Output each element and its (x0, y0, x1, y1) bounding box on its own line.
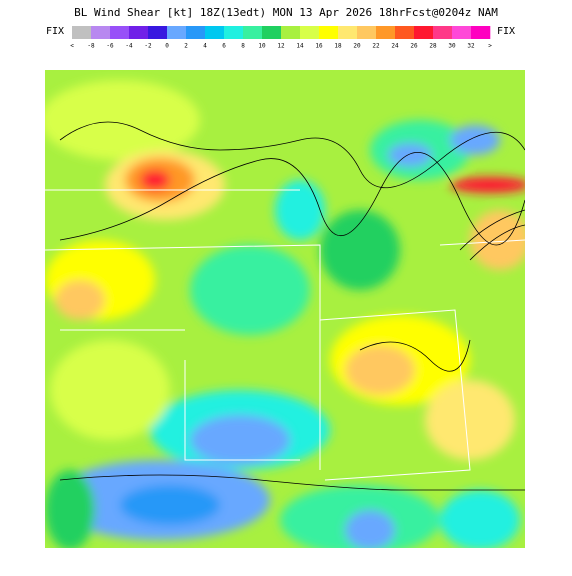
colorbar-swatch (414, 26, 434, 39)
colorbar-swatch (167, 26, 187, 39)
colorbar-label: 6 (222, 43, 226, 50)
map (45, 70, 525, 548)
colorbar-label: 18 (334, 43, 342, 50)
colorbar-swatch (72, 26, 92, 39)
colorbar-swatch (300, 26, 320, 39)
title: BL Wind Shear [kt] 18Z(13edt) MON 13 Apr… (74, 6, 498, 19)
colorbar-label: -6 (106, 43, 114, 50)
colorbar-label: 20 (353, 43, 361, 50)
colorbar-swatch (224, 26, 244, 39)
colorbar-label: 0 (165, 43, 169, 50)
fix-right: FIX (497, 26, 515, 37)
colorbar: < -8 -6 -4 -2 0 2 4 6 8 10 12 14 16 18 20 22 24 26 28 30 32 > (70, 26, 492, 50)
colorbar-label: -2 (144, 43, 152, 50)
colorbar-label: 26 (410, 43, 418, 50)
colorbar-swatch (471, 26, 491, 39)
colorbar-swatch (338, 26, 358, 39)
state-borders (45, 189, 525, 481)
colorbar-label: 12 (277, 43, 285, 50)
colorbar-swatch (148, 26, 168, 39)
colorbar-label: 22 (372, 43, 380, 50)
colorbar-label: 2 (184, 43, 188, 50)
colorbar-label: 30 (448, 43, 456, 50)
colorbar-swatch (281, 26, 301, 39)
colorbar-label: 14 (296, 43, 304, 50)
colorbar-swatch (205, 26, 225, 39)
colorbar-swatch (395, 26, 415, 39)
colorbar-label: 32 (467, 43, 475, 50)
colorbar-swatch (110, 26, 130, 39)
colorbar-label: 8 (241, 43, 245, 50)
colorbar-swatch (129, 26, 149, 39)
contours (59, 121, 525, 491)
colorbar-swatch (452, 26, 472, 39)
colorbar-swatch (243, 26, 263, 39)
colorbar-swatch (357, 26, 377, 39)
colorbar-swatch (186, 26, 206, 39)
colorbar-label: 24 (391, 43, 399, 50)
colorbar-label: > (488, 43, 492, 50)
colorbar-label: 10 (258, 43, 266, 50)
colorbar-label: < (70, 43, 74, 50)
colorbar-label: -8 (87, 43, 95, 50)
colorbar-swatch (262, 26, 282, 39)
colorbar-label: 16 (315, 43, 323, 50)
colorbar-swatch (319, 26, 339, 39)
colorbar-label: 28 (429, 43, 437, 50)
colorbar-swatch (91, 26, 111, 39)
colorbar-label: 4 (203, 43, 207, 50)
shear-field (45, 80, 525, 548)
colorbar-label: -4 (125, 43, 133, 50)
colorbar-swatch (433, 26, 453, 39)
fix-left: FIX (46, 26, 64, 37)
colorbar-swatch (376, 26, 396, 39)
